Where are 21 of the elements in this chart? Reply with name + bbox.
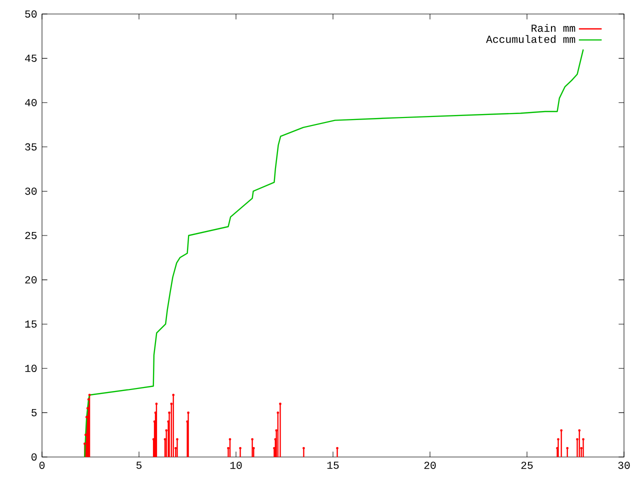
- y-tick-label: 45: [25, 54, 37, 62]
- line-series: [84, 48, 584, 457]
- legend-label: Rain mm: [532, 24, 576, 32]
- x-tick-label: 0: [39, 462, 45, 469]
- y-tick-label: 20: [25, 276, 37, 284]
- x-tick-label: 30: [618, 462, 630, 469]
- y-tick-label: 15: [25, 320, 37, 328]
- y-tick-label: 5: [32, 409, 37, 416]
- x-tick-label: 25: [521, 462, 533, 469]
- y-tick-label: 10: [25, 364, 37, 372]
- y-tick-label: 50: [25, 10, 37, 18]
- x-tick-label: 20: [424, 462, 436, 469]
- y-tick-label: 35: [25, 143, 37, 151]
- y-tick-label: 25: [25, 232, 37, 240]
- y-tick-label: 40: [25, 98, 37, 106]
- x-tick-label: 15: [327, 462, 339, 469]
- y-tick-label: 30: [25, 188, 37, 195]
- legend-label: Accumulated mm: [486, 35, 576, 43]
- x-tick-label: 5: [136, 462, 142, 469]
- y-tick-label: 0: [32, 453, 37, 461]
- x-tick-label: 10: [230, 462, 242, 469]
